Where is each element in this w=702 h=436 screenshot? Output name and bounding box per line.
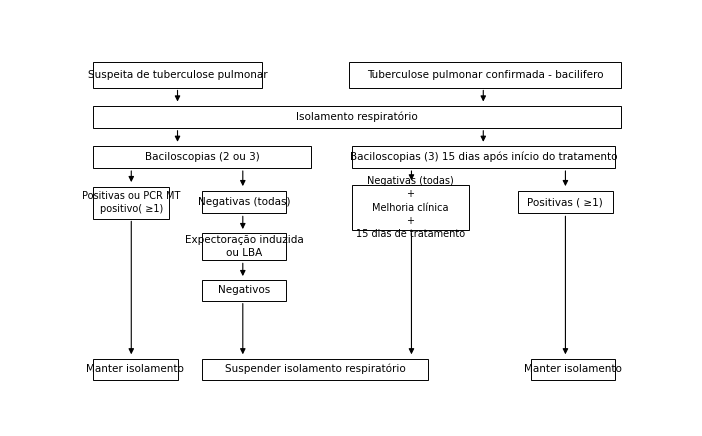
FancyBboxPatch shape [349, 62, 621, 88]
FancyBboxPatch shape [93, 187, 169, 218]
Text: Negativos: Negativos [218, 285, 270, 295]
FancyBboxPatch shape [352, 185, 469, 230]
FancyBboxPatch shape [202, 280, 286, 301]
FancyBboxPatch shape [202, 233, 286, 260]
FancyBboxPatch shape [517, 191, 613, 214]
Text: Manter isolamento: Manter isolamento [524, 364, 622, 374]
Text: Positivas ou PCR MT
positivo( ≥1): Positivas ou PCR MT positivo( ≥1) [82, 191, 180, 214]
Text: Isolamento respiratório: Isolamento respiratório [296, 112, 418, 122]
FancyBboxPatch shape [531, 359, 616, 380]
FancyBboxPatch shape [202, 191, 286, 214]
FancyBboxPatch shape [352, 146, 616, 168]
Text: Suspeita de tuberculose pulmonar: Suspeita de tuberculose pulmonar [88, 70, 267, 80]
Text: Suspender isolamento respiratório: Suspender isolamento respiratório [225, 364, 405, 375]
FancyBboxPatch shape [93, 359, 178, 380]
FancyBboxPatch shape [93, 106, 621, 128]
FancyBboxPatch shape [93, 62, 262, 88]
Text: Manter isolamento: Manter isolamento [86, 364, 185, 374]
Text: Negativas (todas)
+
Melhoria clínica
+
15 dias de tratamento: Negativas (todas) + Melhoria clínica + 1… [355, 176, 465, 239]
FancyBboxPatch shape [202, 359, 428, 380]
FancyBboxPatch shape [93, 146, 311, 168]
Text: Expectoração induzida
ou LBA: Expectoração induzida ou LBA [185, 235, 303, 258]
Text: Negativas (todas): Negativas (todas) [198, 197, 291, 207]
Text: Positivas ( ≥1): Positivas ( ≥1) [527, 197, 603, 207]
Text: Baciloscopias (2 ou 3): Baciloscopias (2 ou 3) [145, 152, 259, 162]
Text: Tuberculose pulmonar confirmada - bacilifero: Tuberculose pulmonar confirmada - bacili… [366, 70, 603, 80]
Text: Baciloscopias (3) 15 dias após início do tratamento: Baciloscopias (3) 15 dias após início do… [350, 152, 617, 163]
